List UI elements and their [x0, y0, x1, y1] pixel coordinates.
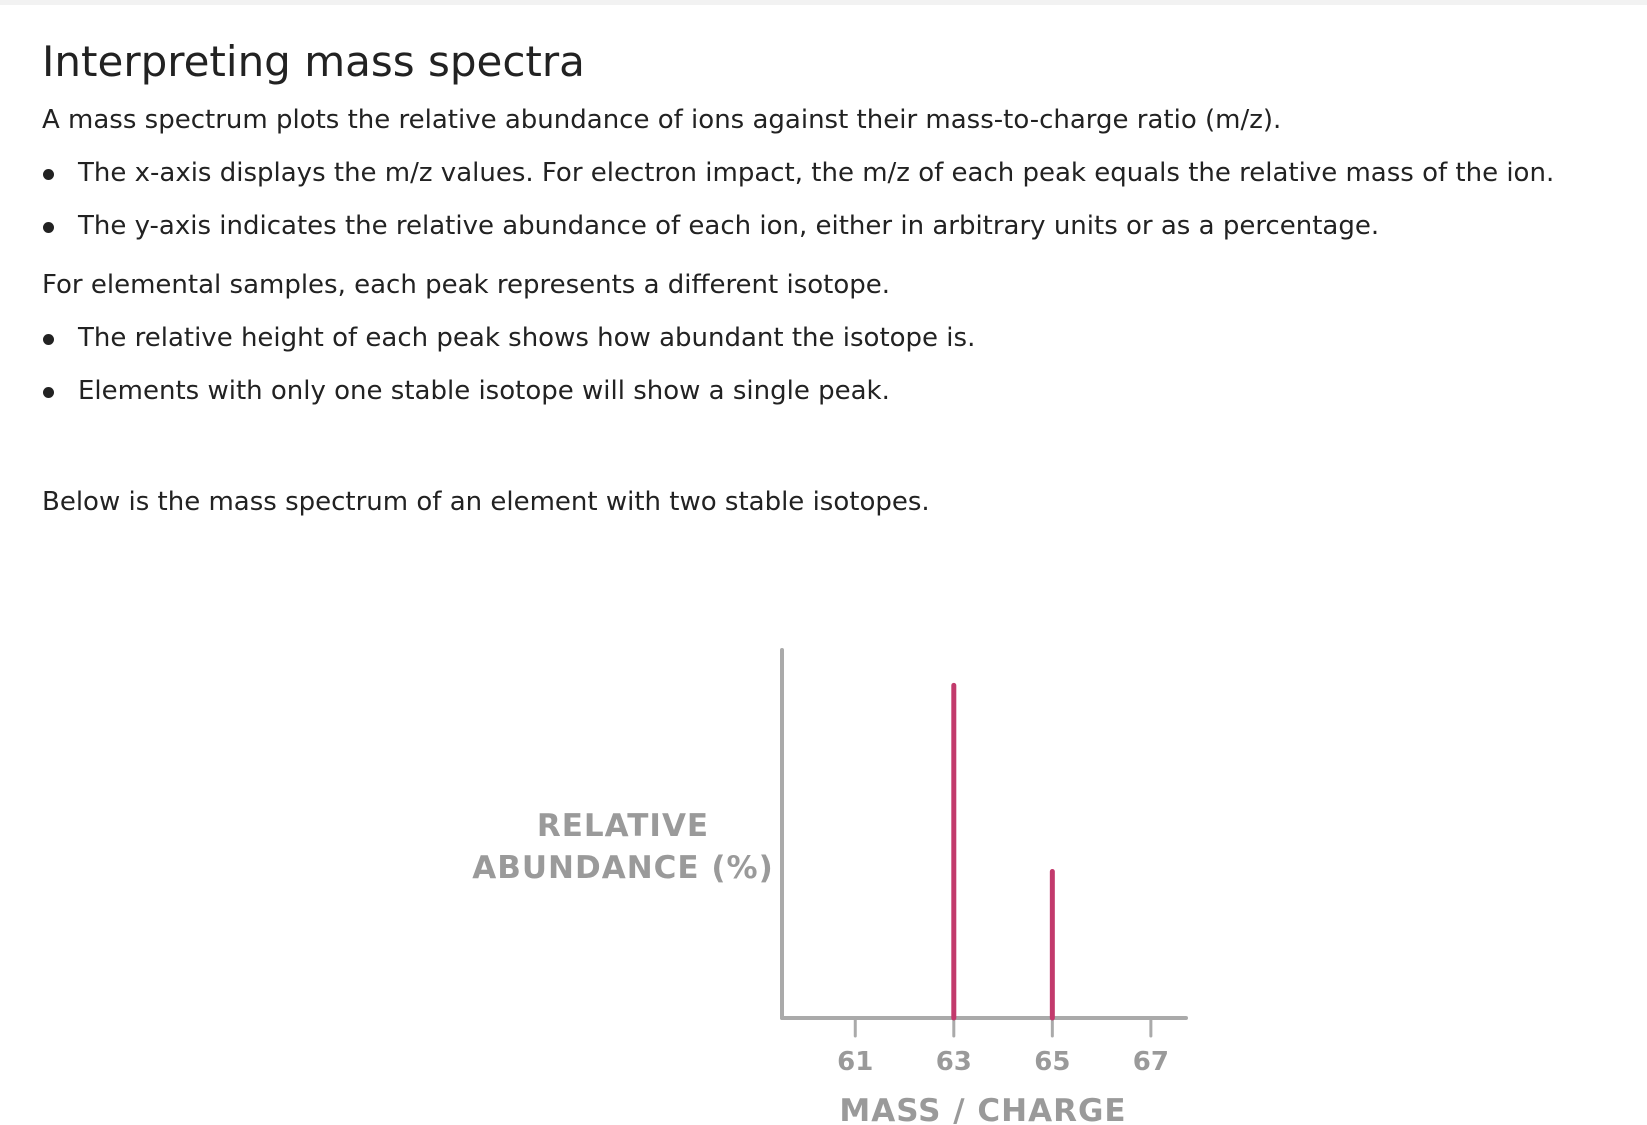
list-item-text: Elements with only one stable isotope wi… — [78, 376, 890, 406]
spacer — [42, 418, 1632, 476]
bars-layer — [951, 682, 1055, 1021]
list-item: The relative height of each peak shows h… — [42, 312, 1632, 365]
chart-caption: Below is the mass spectrum of an element… — [42, 487, 930, 517]
x-tick-label: 63 — [936, 1047, 972, 1077]
x-tick-label: 61 — [837, 1047, 873, 1077]
intro-paragraph: A mass spectrum plots the relative abund… — [42, 105, 1282, 135]
bullet-icon — [43, 222, 54, 233]
list-item: The x-axis displays the m/z values. For … — [42, 147, 1632, 200]
list-item: Elements with only one stable isotope wi… — [42, 365, 1632, 418]
isotope-bullet-list: The relative height of each peak shows h… — [42, 312, 1632, 418]
labels-layer: 61 63 65 67 RELATIVE ABUNDANCE (%) MASS / CHAR… — [472, 808, 1169, 1125]
article-content: Interpreting mass spectra A mass spectru… — [42, 30, 1632, 529]
x-tick-label: 65 — [1034, 1047, 1070, 1077]
axis-bullet-list: The x-axis displays the m/z values. For … — [42, 147, 1632, 253]
top-divider — [0, 0, 1647, 5]
elemental-paragraph: For elemental samples, each peak represe… — [42, 270, 891, 300]
list-item-text: The x-axis displays the m/z values. For … — [78, 158, 1555, 188]
x-axis-label: MASS / CHARGE — [839, 1093, 1126, 1125]
page-title: Interpreting mass spectra — [42, 37, 585, 86]
list-item: The y-axis indicates the relative abunda… — [42, 200, 1632, 253]
list-item-text: The relative height of each peak shows h… — [78, 323, 976, 353]
y-axis-label-line: RELATIVE — [537, 808, 709, 844]
bullet-icon — [43, 387, 54, 398]
bullet-icon — [43, 334, 54, 345]
y-axis-label-line: ABUNDANCE (%) — [472, 850, 774, 886]
x-tick-label: 67 — [1133, 1047, 1169, 1077]
axes-layer — [780, 648, 1188, 1038]
bullet-icon — [43, 169, 54, 180]
list-item-text: The y-axis indicates the relative abunda… — [78, 211, 1380, 241]
